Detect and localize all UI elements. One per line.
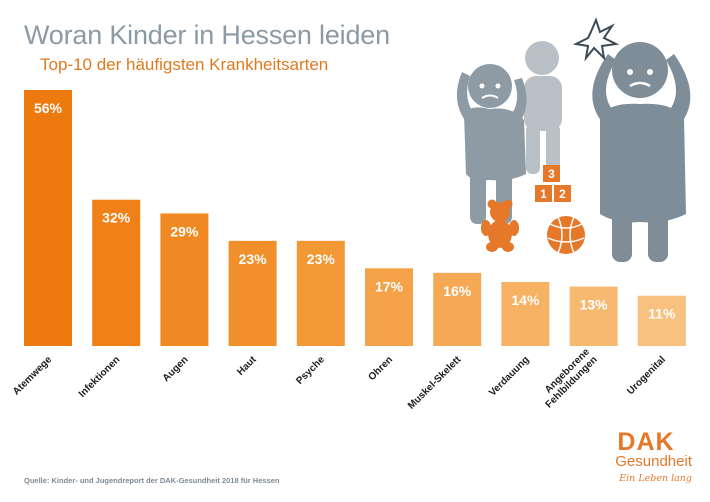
bar-urogenital xyxy=(637,295,686,346)
bar-ohren xyxy=(365,268,413,346)
dak-wordmark: DAK xyxy=(617,428,674,454)
bar-angeborene-fehlbildungen xyxy=(569,286,618,346)
logo-slogan: Ein Leben lang xyxy=(619,473,692,484)
chart-subtitle: Top-10 der häufigsten Krankheitsarten xyxy=(40,55,329,74)
block-1: 1 xyxy=(540,187,547,201)
category-label: Verdauung xyxy=(487,354,531,398)
logo-name: Gesundheit xyxy=(615,453,692,470)
bar-muskel-skelett xyxy=(433,272,482,346)
bar-value-label: 56% xyxy=(34,100,63,116)
category-label: Muskel-Skelett xyxy=(406,354,464,412)
category-labels-layer: Atemwege Infektionen Augen Haut Psyche Ohren M… xyxy=(11,346,668,411)
sick-children-illustration: 3 1 2 xyxy=(456,17,691,262)
source-note: Quelle: Kinder- und Jugendreport der DAK… xyxy=(24,476,280,485)
bar-value-label: 16% xyxy=(443,283,472,299)
category-label: Haut xyxy=(235,354,259,378)
chart-title: Woran Kinder in Hessen leiden xyxy=(24,20,390,50)
category-label: Augen xyxy=(161,354,191,384)
category-label: Urogenital xyxy=(625,354,668,397)
bar-atemwege xyxy=(24,90,72,346)
bar-value-label: 11% xyxy=(648,306,676,322)
ball-icon xyxy=(547,216,585,254)
bar-value-label: 14% xyxy=(511,292,540,308)
block-2: 2 xyxy=(559,187,566,201)
stomachache-child-icon xyxy=(524,41,562,174)
bar-value-label: 13% xyxy=(580,297,609,313)
teddy-bear-icon xyxy=(481,199,519,252)
bar-value-label: 29% xyxy=(170,223,199,239)
bar-verdauung xyxy=(501,282,550,346)
bar-value-label: 23% xyxy=(307,251,336,267)
category-label: Ohren xyxy=(367,354,396,383)
value-labels-layer: 56% 32% 29% 23% 23% 17% 16% 14% 13% 11% xyxy=(34,100,676,322)
bar-infektionen xyxy=(92,199,141,346)
category-label: Infektionen xyxy=(77,354,122,399)
bar-value-label: 23% xyxy=(239,251,268,267)
stressed-child-icon xyxy=(592,42,691,262)
category-label: Psyche xyxy=(294,354,327,387)
bar-haut xyxy=(228,240,277,346)
bar-value-label: 17% xyxy=(375,278,404,294)
anger-mark-icon xyxy=(572,17,620,62)
category-label: AngeboreneFehlbildungen xyxy=(536,346,600,410)
category-label: Atemwege xyxy=(11,354,54,397)
bar-value-label: 32% xyxy=(102,210,131,226)
toy-blocks-icon: 3 1 2 xyxy=(535,165,571,202)
bars-layer xyxy=(24,90,686,346)
bar-augen xyxy=(160,213,209,346)
dak-logo: DAK Gesundheit Ein Leben lang xyxy=(600,428,692,488)
block-3: 3 xyxy=(548,167,555,181)
logo-brand: DAK xyxy=(617,428,674,454)
bar-psyche xyxy=(296,240,345,346)
